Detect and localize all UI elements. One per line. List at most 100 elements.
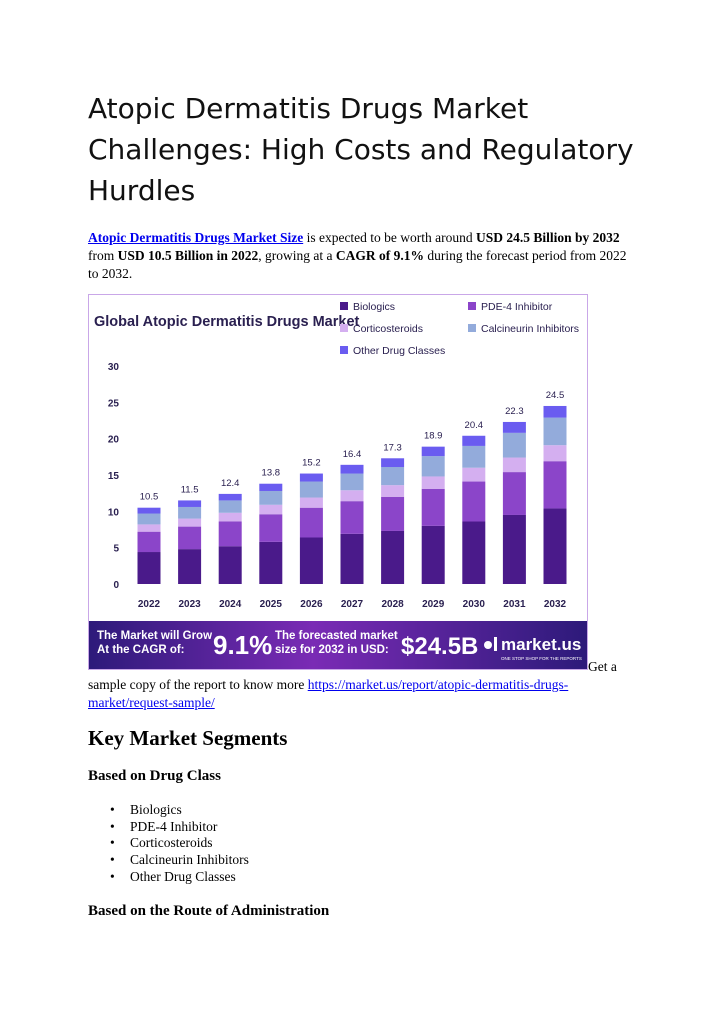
drug-class-item: PDE-4 Inhibitor	[88, 819, 249, 836]
banner-grow-label: The Market will Grow At the CAGR of:	[97, 630, 213, 656]
market-chart-infographic: Global Atopic Dermatitis Drugs Market Bi…	[88, 294, 588, 670]
y-tick-label: 0	[113, 580, 119, 591]
x-axis-labels: 2022 2023 2024 2025 2026 2027 2028 2029 2030 2031…	[138, 599, 567, 610]
intro-paragraph: Atopic Dermatitis Drugs Market Size is e…	[88, 230, 627, 281]
drug-class-item: Corticosteroids	[88, 835, 249, 852]
bar-segment	[178, 500, 202, 507]
legend-label: Corticosteroids	[353, 323, 423, 335]
legend-label: Biologics	[353, 301, 395, 313]
bar-segment	[543, 445, 567, 462]
legend-swatch	[340, 324, 348, 332]
chart-banner: The Market will Grow At the CAGR of: 9.1…	[89, 621, 587, 669]
bar-segment	[340, 473, 364, 491]
legend-swatch	[468, 302, 476, 310]
banner-size: $24.5B	[401, 633, 478, 660]
chart-svg: Global Atopic Dermatitis Drugs Market Bi…	[89, 301, 587, 669]
legend-swatch	[468, 324, 476, 332]
banner-background	[89, 621, 587, 669]
bar-segment	[299, 537, 323, 584]
chart-legend: Biologics PDE-4 Inhibitor Corticosteroids C…	[340, 301, 579, 357]
bar-total-label: 11.5	[181, 484, 199, 495]
bar-total-label: 13.8	[262, 468, 281, 479]
x-tick-label: 2031	[503, 599, 526, 610]
bar-segment	[502, 421, 526, 433]
bar-total-label: 12.4	[221, 478, 240, 489]
key-segments-heading: Key Market Segments	[88, 726, 288, 750]
legend-label: Other Drug Classes	[353, 345, 445, 357]
bar-segment	[218, 493, 242, 501]
bar-segment	[340, 533, 364, 584]
bar-total-label: 17.3	[383, 442, 402, 453]
bar-segment	[421, 456, 445, 477]
bar-segment	[543, 508, 567, 584]
bar-segment	[299, 473, 323, 482]
bar-segment	[299, 497, 323, 508]
sample-text: sample copy of the report to know more	[88, 677, 308, 692]
bar-segment	[543, 461, 567, 509]
bar-segment	[462, 521, 486, 584]
bar-total-label: 18.9	[424, 431, 443, 442]
x-tick-label: 2028	[381, 599, 404, 610]
x-tick-label: 2024	[219, 599, 242, 610]
legend-swatch	[340, 346, 348, 354]
bar-segment	[381, 485, 405, 497]
bar-segment	[502, 457, 526, 473]
bar-segment	[543, 417, 567, 446]
x-tick-label: 2027	[341, 599, 364, 610]
y-tick-label: 10	[108, 507, 120, 518]
market-size-link[interactable]: Atopic Dermatitis Drugs Market Size	[88, 230, 304, 245]
y-tick-label: 30	[108, 362, 120, 373]
bar-total-label: 15.2	[302, 458, 321, 469]
bar-segment	[299, 507, 323, 538]
bar-segment	[218, 512, 242, 522]
bar-segment	[259, 504, 283, 515]
chart-title: Global Atopic Dermatitis Drugs Market	[94, 314, 360, 330]
x-tick-label: 2030	[463, 599, 486, 610]
bar-total-label: 22.3	[505, 406, 524, 417]
bar-total-label: 10.5	[140, 492, 159, 503]
x-tick-label: 2025	[260, 599, 283, 610]
bar-segment	[259, 490, 283, 505]
y-tick-label: 5	[113, 544, 119, 555]
legend-label: PDE-4 Inhibitor	[481, 301, 553, 313]
bar-segment	[178, 549, 202, 584]
legend-label: Calcineurin Inhibitors	[481, 323, 579, 335]
chart-bars: 10.5 11.5 12.4 13.8 15.2 16.4 17.3 18.9 20.4 22.3…	[137, 390, 567, 584]
bar-segment	[462, 435, 486, 446]
sample-request-link[interactable]: https://market.us/report/atopic-dermatit…	[88, 677, 569, 710]
y-tick-label: 25	[108, 398, 120, 409]
chart-axes: 0 5 10 15 20 25 30	[108, 362, 120, 591]
y-tick-label: 20	[108, 435, 120, 446]
bar-segment	[178, 526, 202, 550]
bar-segment	[340, 490, 364, 502]
bar-total-label: 16.4	[343, 449, 362, 460]
bar-segment	[502, 514, 526, 584]
bar-segment	[421, 446, 445, 457]
bar-segment	[137, 513, 161, 525]
drug-class-item: Calcineurin Inhibitors	[88, 852, 249, 869]
bar-segment	[502, 472, 526, 515]
bar-segment	[137, 552, 161, 584]
bar-segment	[462, 445, 486, 468]
x-tick-label: 2026	[300, 599, 323, 610]
banner-size-label: The forecasted market size for 2032 in U…	[275, 630, 398, 656]
sample-lead: Get a	[588, 659, 617, 674]
bar-segment	[462, 467, 486, 482]
bar-segment	[218, 521, 242, 547]
banner-brand: market.us	[501, 635, 581, 654]
bar-segment	[340, 464, 364, 474]
bar-segment	[259, 514, 283, 542]
bar-segment	[381, 496, 405, 531]
banner-cagr: 9.1%	[213, 630, 272, 660]
bar-segment	[218, 500, 242, 513]
bar-segment	[421, 525, 445, 584]
bar-segment	[421, 476, 445, 489]
marketus-logo-icon	[484, 637, 497, 651]
bar-segment	[381, 530, 405, 584]
bar-segment	[178, 506, 202, 519]
x-tick-label: 2023	[178, 599, 201, 610]
bar-segment	[137, 524, 161, 532]
bar-segment	[259, 541, 283, 584]
bar-segment	[178, 518, 202, 527]
